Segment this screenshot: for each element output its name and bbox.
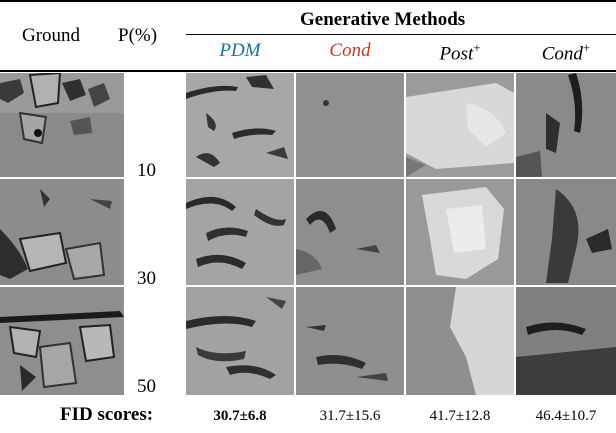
fid-score-post-plus: 41.7±12.8 xyxy=(429,408,491,424)
fid-score-cond-plus: 46.4±10.7 xyxy=(535,408,597,424)
post-plus-image-row-1 xyxy=(406,73,514,177)
methods-underline xyxy=(186,34,616,36)
percent-header: P(%) xyxy=(118,25,158,46)
fid-scores-label: FID scores: xyxy=(60,404,154,425)
cond-image-row-3 xyxy=(296,287,404,395)
post-plus-image-row-2 xyxy=(406,179,514,285)
header-rule xyxy=(0,70,616,72)
method-header-pdm: PDM xyxy=(186,40,294,62)
fid-score-cond: 31.7±15.6 xyxy=(319,408,381,424)
method-name: Cond xyxy=(329,40,371,61)
method-header-post-plus: Post+ xyxy=(406,40,514,65)
fid-score-pdm: 30.7±6.8 xyxy=(213,408,267,424)
cond-image-row-1 xyxy=(296,73,404,177)
method-name: Cond xyxy=(541,43,583,65)
ground-image-row-1 xyxy=(0,73,124,177)
generative-methods-title: Generative Methods xyxy=(300,9,466,30)
p-value-row-2: 30 xyxy=(137,268,156,289)
cond-plus-image-row-1 xyxy=(516,73,616,177)
method-header-cond-plus: Cond+ xyxy=(516,40,616,65)
ground-image-row-3 xyxy=(0,287,124,395)
method-name: PDM xyxy=(219,40,261,61)
ground-image-row-2 xyxy=(0,179,124,285)
top-rule xyxy=(0,0,616,2)
method-name: Post xyxy=(439,43,474,65)
cond-image-row-2 xyxy=(296,179,404,285)
pdm-image-row-3 xyxy=(186,287,294,395)
p-value-row-1: 10 xyxy=(137,160,156,181)
post-plus-image-row-3 xyxy=(406,287,514,395)
pdm-image-row-1 xyxy=(186,73,294,177)
pdm-image-row-2 xyxy=(186,179,294,285)
method-header-cond: Cond xyxy=(296,40,404,62)
ground-header: Ground xyxy=(22,25,81,46)
method-superscript: + xyxy=(473,40,481,55)
p-value-row-3: 50 xyxy=(137,376,156,397)
cond-plus-image-row-2 xyxy=(516,179,616,285)
cond-plus-image-row-3 xyxy=(516,287,616,395)
method-superscript: + xyxy=(582,40,591,55)
